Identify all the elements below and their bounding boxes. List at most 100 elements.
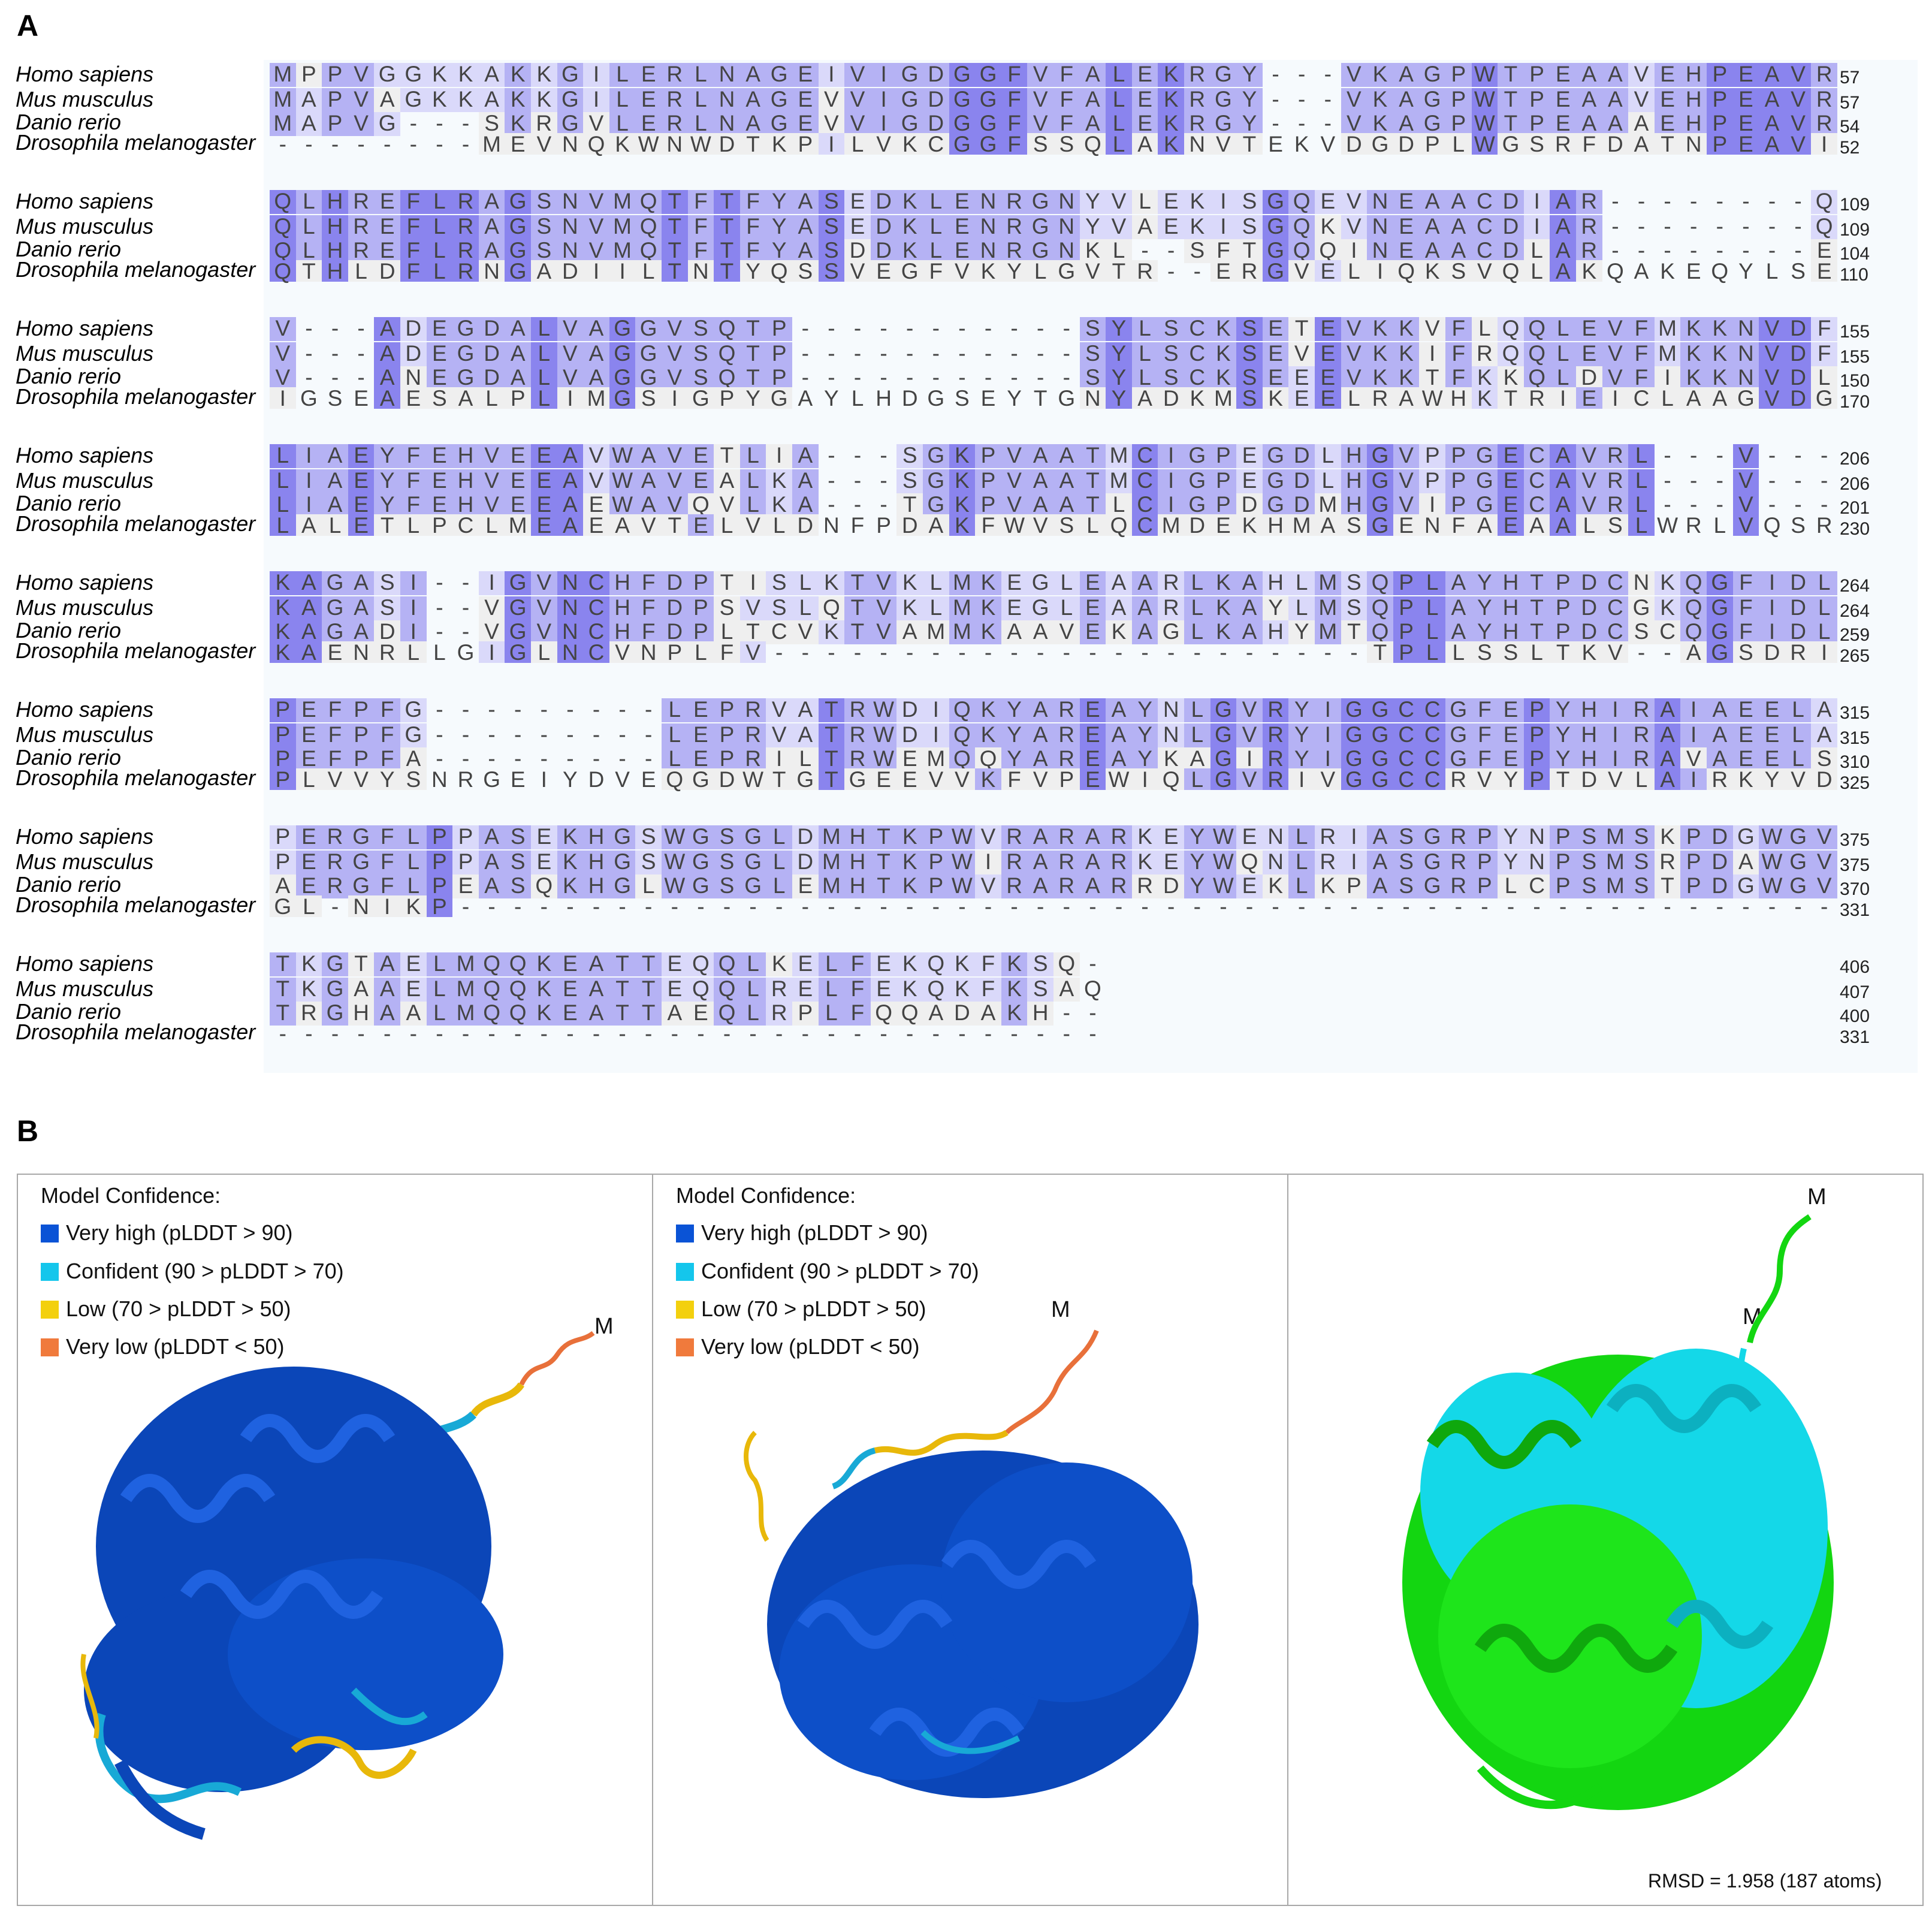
residue: D — [557, 260, 584, 283]
residue: E — [1686, 259, 1701, 284]
residue: - — [1664, 238, 1671, 263]
residue: N — [557, 215, 584, 239]
residue: L — [1811, 571, 1837, 595]
residue: W — [870, 698, 897, 722]
residue: I — [295, 444, 322, 468]
residue: - — [1821, 443, 1828, 468]
residue: H — [348, 1002, 375, 1026]
residue: I — [1419, 493, 1445, 517]
swatch-very-high-2 — [676, 1225, 694, 1243]
residue: G — [844, 768, 871, 791]
residue: F — [374, 874, 400, 898]
residue: A — [1053, 469, 1080, 493]
residue: Q — [1236, 851, 1263, 874]
residue: V — [1785, 112, 1812, 136]
residue: N — [348, 895, 375, 918]
residue: - — [1272, 640, 1279, 665]
residue: S — [1236, 366, 1263, 390]
residue: P — [687, 571, 714, 595]
residue: D — [949, 1002, 976, 1026]
residue: E — [374, 215, 400, 239]
residue: E — [1732, 88, 1759, 112]
residue: E — [557, 978, 584, 1002]
residue: M — [1315, 493, 1341, 517]
residue: K — [1262, 874, 1289, 898]
residue: L — [1785, 723, 1812, 747]
residue: Q — [270, 239, 296, 263]
residue: K — [505, 88, 531, 112]
residue: G — [1419, 112, 1445, 136]
residue: I — [1654, 366, 1681, 390]
residue: G — [452, 342, 479, 366]
residue: R — [452, 215, 479, 239]
residue-count: 52 — [1840, 138, 1860, 158]
residue: E — [1262, 317, 1289, 341]
residue: K — [1393, 366, 1420, 390]
residue: A — [1654, 768, 1681, 791]
residue: V — [1759, 317, 1785, 341]
residue: G — [687, 768, 714, 791]
residue: W — [870, 723, 897, 747]
residue: V — [662, 342, 688, 366]
residue: V — [1393, 469, 1420, 493]
residue: V — [1471, 260, 1498, 283]
species-label: Drosophila melanogaster — [16, 892, 256, 917]
residue: R — [1184, 63, 1210, 87]
residue: Q — [714, 1002, 740, 1026]
residue: Y — [1079, 215, 1106, 239]
residue: Q — [714, 952, 740, 976]
residue: - — [723, 894, 731, 919]
residue: R — [1550, 133, 1576, 156]
residue: E — [641, 767, 656, 792]
species-label: Homo sapiens — [16, 570, 154, 595]
residue: I — [1315, 747, 1341, 771]
residue: L — [1523, 641, 1550, 664]
residue: E — [426, 444, 453, 468]
residue: G — [1419, 825, 1445, 849]
residue: - — [1193, 259, 1201, 284]
residue: D — [1158, 387, 1184, 410]
residue: P — [270, 851, 296, 874]
residue: I — [1367, 260, 1393, 283]
residue: R — [322, 851, 348, 874]
residue: A — [1419, 239, 1445, 263]
residue: L — [739, 469, 766, 493]
residue: S — [1576, 851, 1602, 874]
residue: G — [766, 88, 792, 112]
residue: P — [662, 641, 688, 664]
residue: N — [400, 366, 427, 390]
residue: - — [1794, 443, 1802, 468]
residue: P — [714, 723, 740, 747]
residue: A — [295, 620, 322, 644]
residue: E — [870, 952, 897, 976]
residue: H — [452, 444, 479, 468]
residue: R — [1367, 387, 1393, 410]
residue: G — [322, 596, 348, 620]
legend-very-high: Very high (pLDDT > 90) — [41, 1220, 293, 1245]
residue: R — [1053, 723, 1080, 747]
residue: A — [348, 978, 375, 1002]
residue: - — [461, 1021, 470, 1046]
residue: W — [1759, 825, 1785, 849]
residue: A — [1053, 978, 1080, 1002]
residue: G — [348, 874, 375, 898]
residue: G — [1184, 469, 1210, 493]
residue: - — [828, 894, 835, 919]
residue: A — [1550, 493, 1576, 517]
residue: M — [1602, 851, 1629, 874]
residue: V — [949, 768, 976, 791]
residue: F — [400, 260, 427, 283]
residue: Q — [1498, 260, 1524, 283]
residue: A — [1367, 851, 1393, 874]
residue: D — [1785, 596, 1812, 620]
residue: G — [1419, 63, 1445, 87]
residue: E — [1550, 88, 1576, 112]
residue: T — [1236, 133, 1263, 156]
residue: L — [1131, 190, 1158, 214]
residue: V — [1759, 366, 1785, 390]
residue: V — [270, 366, 296, 390]
residue: Q — [766, 260, 792, 283]
residue: E — [531, 825, 557, 849]
residue: C — [1131, 493, 1158, 517]
residue: - — [1272, 111, 1279, 135]
